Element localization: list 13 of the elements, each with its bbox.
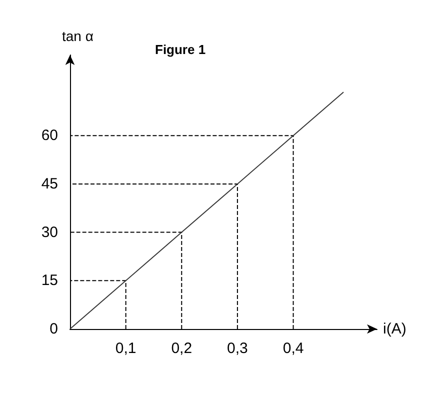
y-tick-label: 60 — [41, 127, 58, 144]
y-axis-title: tan α — [62, 28, 94, 44]
y-tick-label: 15 — [41, 272, 58, 290]
line-series — [70, 92, 344, 330]
x-axis-title: i(A) — [383, 320, 406, 338]
x-tick-label: 0,4 — [282, 340, 304, 357]
y-tick-label: 45 — [41, 175, 58, 192]
x-tick-label: 0,1 — [115, 340, 136, 357]
y-tick-label: 0 — [50, 320, 58, 338]
y-tick-label: 30 — [41, 224, 58, 241]
x-tick-label: 0,2 — [171, 340, 192, 357]
chart-title: Figure 1 — [155, 42, 206, 57]
x-tick-label: 0,3 — [227, 340, 248, 357]
